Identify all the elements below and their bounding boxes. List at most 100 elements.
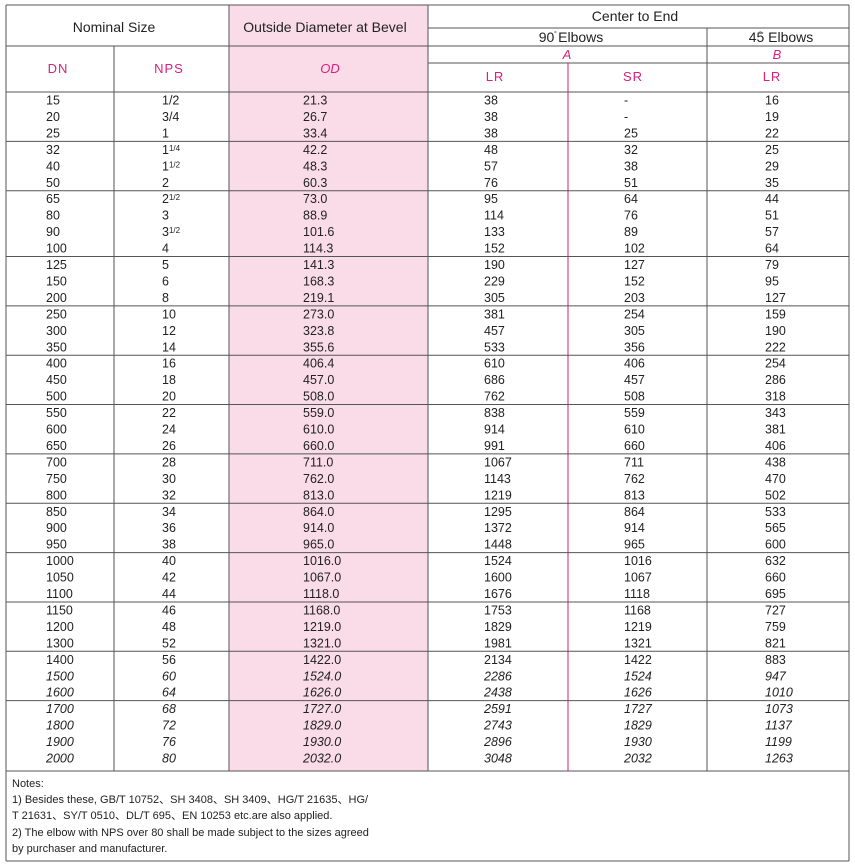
nps-cell: 12 [162, 324, 176, 338]
sr-90-cell: 965 [624, 538, 645, 552]
nps-cell: 8 [162, 291, 169, 305]
lr-90-cell: 1067 [484, 455, 512, 469]
lr-45-cell: 254 [765, 357, 786, 371]
lr-90-cell: 1448 [484, 538, 512, 552]
dn-cell: 125 [46, 258, 67, 272]
lr-45-cell: 51 [765, 209, 779, 223]
note-line: 1) Besides these, GB/T 10752、SH 3408、SH … [12, 794, 369, 806]
sr-90-cell: 1016 [624, 554, 652, 568]
sr-90-cell: 1930 [624, 735, 652, 749]
lr-45-cell: 565 [765, 521, 786, 535]
nps-cell: 32 [162, 488, 176, 502]
sr-90-cell: 1219 [624, 620, 652, 634]
lr-45-cell: 16 [765, 94, 779, 108]
nps-cell: 68 [162, 702, 176, 716]
dn-cell: 900 [46, 521, 67, 535]
od-cell: 1829.0 [303, 719, 341, 733]
od-cell: 273.0 [303, 307, 334, 321]
dn-cell: 800 [46, 488, 67, 502]
od-cell: 813.0 [303, 488, 334, 502]
od-cell: 323.8 [303, 324, 334, 338]
lr-90-cell: 1524 [484, 554, 512, 568]
dn-cell: 90 [46, 225, 60, 239]
dn-cell: 50 [46, 176, 60, 190]
elbows-45-header: 45 Elbows [749, 29, 814, 45]
nps-cell: 31/2 [162, 225, 181, 239]
lr-45-cell: 22 [765, 126, 779, 140]
nps-cell: 76 [162, 735, 176, 749]
dn-cell: 350 [46, 340, 67, 354]
dn-cell: 450 [46, 373, 67, 387]
sr-90-cell: 76 [624, 209, 638, 223]
lr-90-cell: 838 [484, 406, 505, 420]
dn-cell: 40 [46, 159, 60, 173]
nps-cell: 4 [162, 242, 169, 256]
od-cell: 33.4 [303, 126, 327, 140]
lr-90-cell: 1295 [484, 505, 512, 519]
dn-column-header: DN [48, 61, 69, 76]
nps-cell: 36 [162, 521, 176, 535]
od-cell: 1727.0 [303, 702, 341, 716]
od-cell: 1930.0 [303, 735, 341, 749]
dn-cell: 1800 [46, 719, 74, 733]
dn-cell: 650 [46, 439, 67, 453]
sr-90-cell: 89 [624, 225, 638, 239]
outside-diameter-header: Outside Diameter at Bevel [243, 19, 406, 35]
sr-90-cell: 254 [624, 307, 645, 321]
nps-cell: 21/2 [162, 192, 181, 206]
nps-cell: 5 [162, 258, 169, 272]
lr-90-cell: 457 [484, 324, 505, 338]
lr-90-cell: 686 [484, 373, 505, 387]
od-cell: 73.0 [303, 192, 327, 206]
dn-cell: 200 [46, 291, 67, 305]
od-cell: 1626.0 [303, 686, 341, 700]
dn-cell: 500 [46, 390, 67, 404]
nps-cell: 16 [162, 357, 176, 371]
od-cell: 457.0 [303, 373, 334, 387]
od-cell: 42.2 [303, 143, 327, 157]
lr-45-cell: 318 [765, 390, 786, 404]
notes-section: Notes: 1) Besides these, GB/T 10752、SH 3… [12, 778, 369, 855]
od-cell: 168.3 [303, 274, 334, 288]
od-cell: 711.0 [303, 455, 333, 469]
lr-90-cell: 1753 [484, 603, 512, 617]
lr-90-cell: 114 [484, 209, 504, 223]
od-cell: 1219.0 [303, 620, 341, 634]
od-cell: 965.0 [303, 538, 334, 552]
sr-90-cell: 864 [624, 505, 645, 519]
od-column-header: OD [320, 61, 340, 76]
lr-90-cell: 2438 [483, 686, 512, 700]
dn-cell: 32 [46, 143, 60, 157]
sr-90-cell: 1118 [624, 587, 650, 601]
dn-cell: 1300 [46, 636, 74, 650]
od-cell: 914.0 [303, 521, 334, 535]
lr-45-cell: 533 [765, 505, 786, 519]
nps-cell: 42 [162, 571, 176, 585]
nps-cell: 22 [162, 406, 176, 420]
sr-90-cell: 457 [624, 373, 645, 387]
lr-45-cell: 19 [765, 110, 779, 124]
od-cell: 660.0 [303, 439, 334, 453]
nps-cell: 14 [162, 340, 176, 354]
dn-cell: 25 [46, 126, 60, 140]
sr-90-cell: 1727 [624, 702, 653, 716]
lr-90-cell: 38 [484, 126, 498, 140]
lr-90-cell: 991 [484, 439, 505, 453]
lr-45-cell: 1010 [765, 686, 793, 700]
sr-90-cell: 914 [624, 521, 645, 535]
nps-cell: 11/2 [162, 159, 181, 173]
lr-90-cell: 381 [484, 307, 505, 321]
lr-45-cell: 660 [765, 571, 786, 585]
dn-cell: 400 [46, 357, 67, 371]
sr-90-cell: 25 [624, 126, 638, 140]
lr-90-cell: 2591 [483, 702, 512, 716]
lr-90-cell: 1981 [484, 636, 512, 650]
dn-cell: 950 [46, 538, 67, 552]
dn-cell: 750 [46, 472, 67, 486]
nps-cell: 2 [162, 176, 169, 190]
sr-90-cell: 1829 [624, 719, 652, 733]
lr-45-cell: 438 [765, 455, 786, 469]
od-cell: 610.0 [303, 423, 334, 437]
od-cell: 21.3 [303, 94, 327, 108]
